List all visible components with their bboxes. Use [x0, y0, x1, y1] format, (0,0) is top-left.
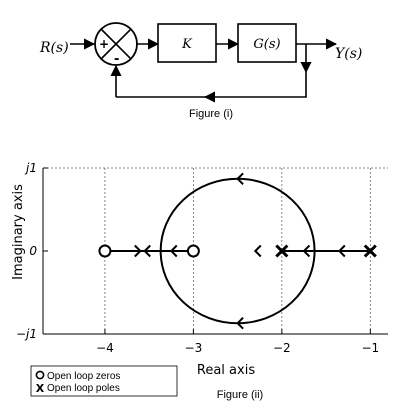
open-loop-zero-mark — [98, 244, 112, 258]
block-diagram: R(s) + - K G(s) Y(s) Figure (i) — [39, 22, 362, 120]
y-tick-label: 0 — [29, 244, 37, 258]
plus-sign: + — [99, 37, 109, 51]
x-axis-label: Real axis — [197, 363, 255, 378]
locus-direction-arrow — [236, 172, 244, 185]
locus-direction-arrow — [134, 244, 142, 258]
locus-direction-arrow — [236, 317, 244, 330]
x-tick-label: −2 — [273, 341, 291, 355]
open-loop-pole-mark — [363, 244, 377, 258]
pole-zero-marks — [98, 244, 377, 258]
legend-zero-icon — [35, 370, 45, 380]
plant-block-g — [237, 23, 297, 63]
tick-labels: −4 −3 −2 −1 j1 0 −j1 — [16, 161, 379, 355]
block-g-label: G(s) — [253, 37, 280, 52]
x-tick-label: −4 — [96, 341, 114, 355]
feedback-path-line — [116, 72, 307, 98]
locus-direction-arrow — [302, 244, 311, 258]
y-tick-label: j1 — [24, 161, 37, 175]
block-k-label: K — [181, 37, 193, 52]
output-label: Y(s) — [335, 46, 362, 62]
locus-direction-arrow — [143, 244, 151, 258]
x-tick-label: −1 — [361, 341, 379, 355]
legend-box — [30, 365, 178, 397]
y-axis-label: Imaginary axis — [11, 184, 26, 280]
legend-poles-label: Open loop poles — [47, 383, 120, 394]
legend-pole-icon: X — [36, 382, 45, 395]
controller-block-k — [157, 23, 217, 63]
x-tick-label: −3 — [185, 341, 203, 355]
locus-direction-arrow — [337, 244, 346, 258]
locus-direction-arrow — [169, 244, 178, 258]
open-loop-pole-mark — [275, 244, 289, 258]
open-loop-zero-mark — [186, 244, 200, 258]
plot-axes — [42, 167, 388, 335]
minus-sign: - — [114, 52, 119, 67]
figure-ii-caption: Figure (ii) — [217, 389, 263, 401]
locus-direction-arrow — [253, 244, 262, 258]
legend-zeros-label: Open loop zeros — [47, 371, 120, 382]
figure-i-caption: Figure (i) — [189, 108, 233, 120]
legend: Open loop zeros X Open loop poles — [30, 365, 178, 397]
root-locus — [104, 172, 371, 330]
y-tick-label: −j1 — [16, 327, 37, 341]
input-label: R(s) — [39, 40, 69, 56]
